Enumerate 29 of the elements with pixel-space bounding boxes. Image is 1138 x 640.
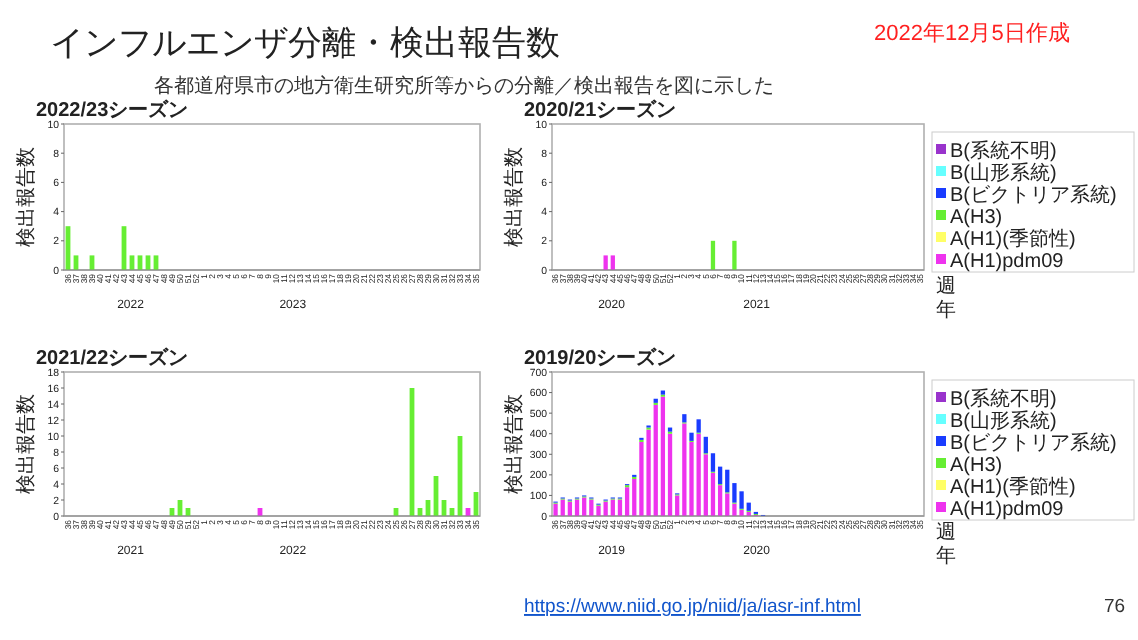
chart-title: 2021/22シーズン bbox=[36, 346, 189, 370]
text: 各都道府県市の地方衛生研究所等からの分離／検出報告を図に示した bbox=[154, 74, 774, 98]
legend-label: A(H1)(季節性) bbox=[950, 227, 1076, 251]
y-axis-title: 検出報告数 bbox=[14, 394, 38, 494]
y-axis-title: 検出報告数 bbox=[502, 147, 526, 247]
chart-title: 2020/21シーズン bbox=[524, 98, 677, 122]
legend-label: B(ビクトリア系統) bbox=[950, 183, 1117, 207]
text: 76 bbox=[1104, 596, 1126, 618]
legend-label: A(H1)pdm09 bbox=[950, 251, 1065, 273]
x-axis-title: 週 bbox=[936, 276, 956, 298]
text: インフルエンザ分離・検出報告数 bbox=[50, 24, 560, 62]
legend-label: B(系統不明) bbox=[950, 139, 1057, 163]
legend-label: A(H1)pdm09 bbox=[950, 499, 1065, 521]
legend-label: B(系統不明) bbox=[950, 387, 1057, 411]
legend-label: B(山形系統) bbox=[950, 409, 1057, 433]
text: 2022年12月5日作成 bbox=[874, 20, 1070, 46]
x-axis-title: 週 bbox=[936, 522, 956, 544]
legend-label: B(山形系統) bbox=[950, 161, 1057, 185]
y-axis-title: 検出報告数 bbox=[14, 147, 38, 247]
legend-label: A(H3) bbox=[950, 455, 1003, 477]
chart-title: 2019/20シーズン bbox=[524, 346, 677, 370]
y-axis-title: 検出報告数 bbox=[502, 394, 526, 494]
legend-label: B(ビクトリア系統) bbox=[950, 431, 1117, 455]
legend-label: A(H3) bbox=[950, 207, 1003, 229]
text: 年 bbox=[936, 544, 956, 568]
legend-label: A(H1)(季節性) bbox=[950, 475, 1076, 499]
text: https://www.niid.go.jp/niid/ja/iasr-inf.html bbox=[524, 596, 861, 618]
chart-title: 2022/23シーズン bbox=[36, 98, 189, 122]
text: 年 bbox=[936, 298, 956, 322]
